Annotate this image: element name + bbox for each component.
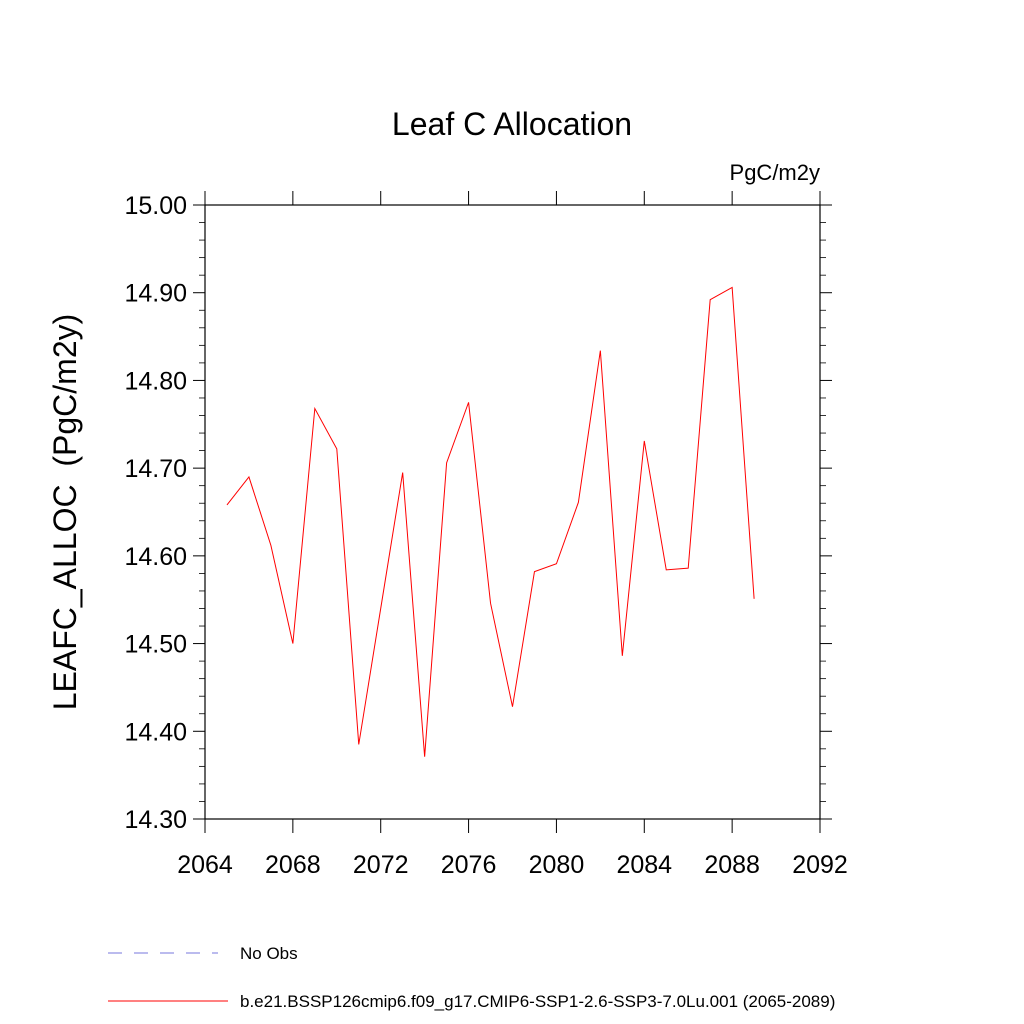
plot-frame [204, 204, 821, 820]
units-label: PgC/m2y [730, 160, 820, 185]
y-tick-label: 14.30 [124, 806, 187, 834]
legend-label-model-run: b.e21.BSSP126cmip6.f09_g17.CMIP6-SSP1-2.… [240, 992, 835, 1011]
chart-title: Leaf C Allocation [392, 106, 632, 142]
y-axis-ticks: 14.30 14.40 14.50 14.60 14.70 14.80 14.90 15.00 [124, 192, 832, 834]
legend: No Obs b.e21.BSSP126cmip6.f09_g17.CMIP6-… [108, 944, 835, 1011]
x-tick-label: 2072 [353, 851, 409, 879]
x-tick-label: 2064 [177, 851, 233, 879]
x-tick-label: 2092 [792, 851, 848, 879]
series-layer [226, 286, 755, 757]
y-tick-label: 14.40 [124, 718, 187, 746]
x-axis-ticks: 2064 2068 2072 2076 2080 2084 2088 2092 [177, 191, 848, 879]
x-tick-label: 2084 [616, 851, 672, 879]
x-tick-label: 2068 [265, 851, 321, 879]
y-tick-label: 15.00 [124, 192, 187, 220]
x-tick-label: 2076 [441, 851, 497, 879]
y-tick-label: 14.90 [124, 280, 187, 308]
legend-label-no-obs: No Obs [240, 944, 298, 963]
x-tick-label: 2080 [529, 851, 585, 879]
x-tick-label: 2088 [704, 851, 760, 879]
y-axis-label: LEAFC_ALLOC (PgC/m2y) [47, 314, 83, 711]
series-line [226, 286, 755, 757]
y-tick-label: 14.80 [124, 367, 187, 395]
y-tick-label: 14.60 [124, 543, 187, 571]
y-tick-label: 14.70 [124, 455, 187, 483]
y-tick-label: 14.50 [124, 631, 187, 659]
